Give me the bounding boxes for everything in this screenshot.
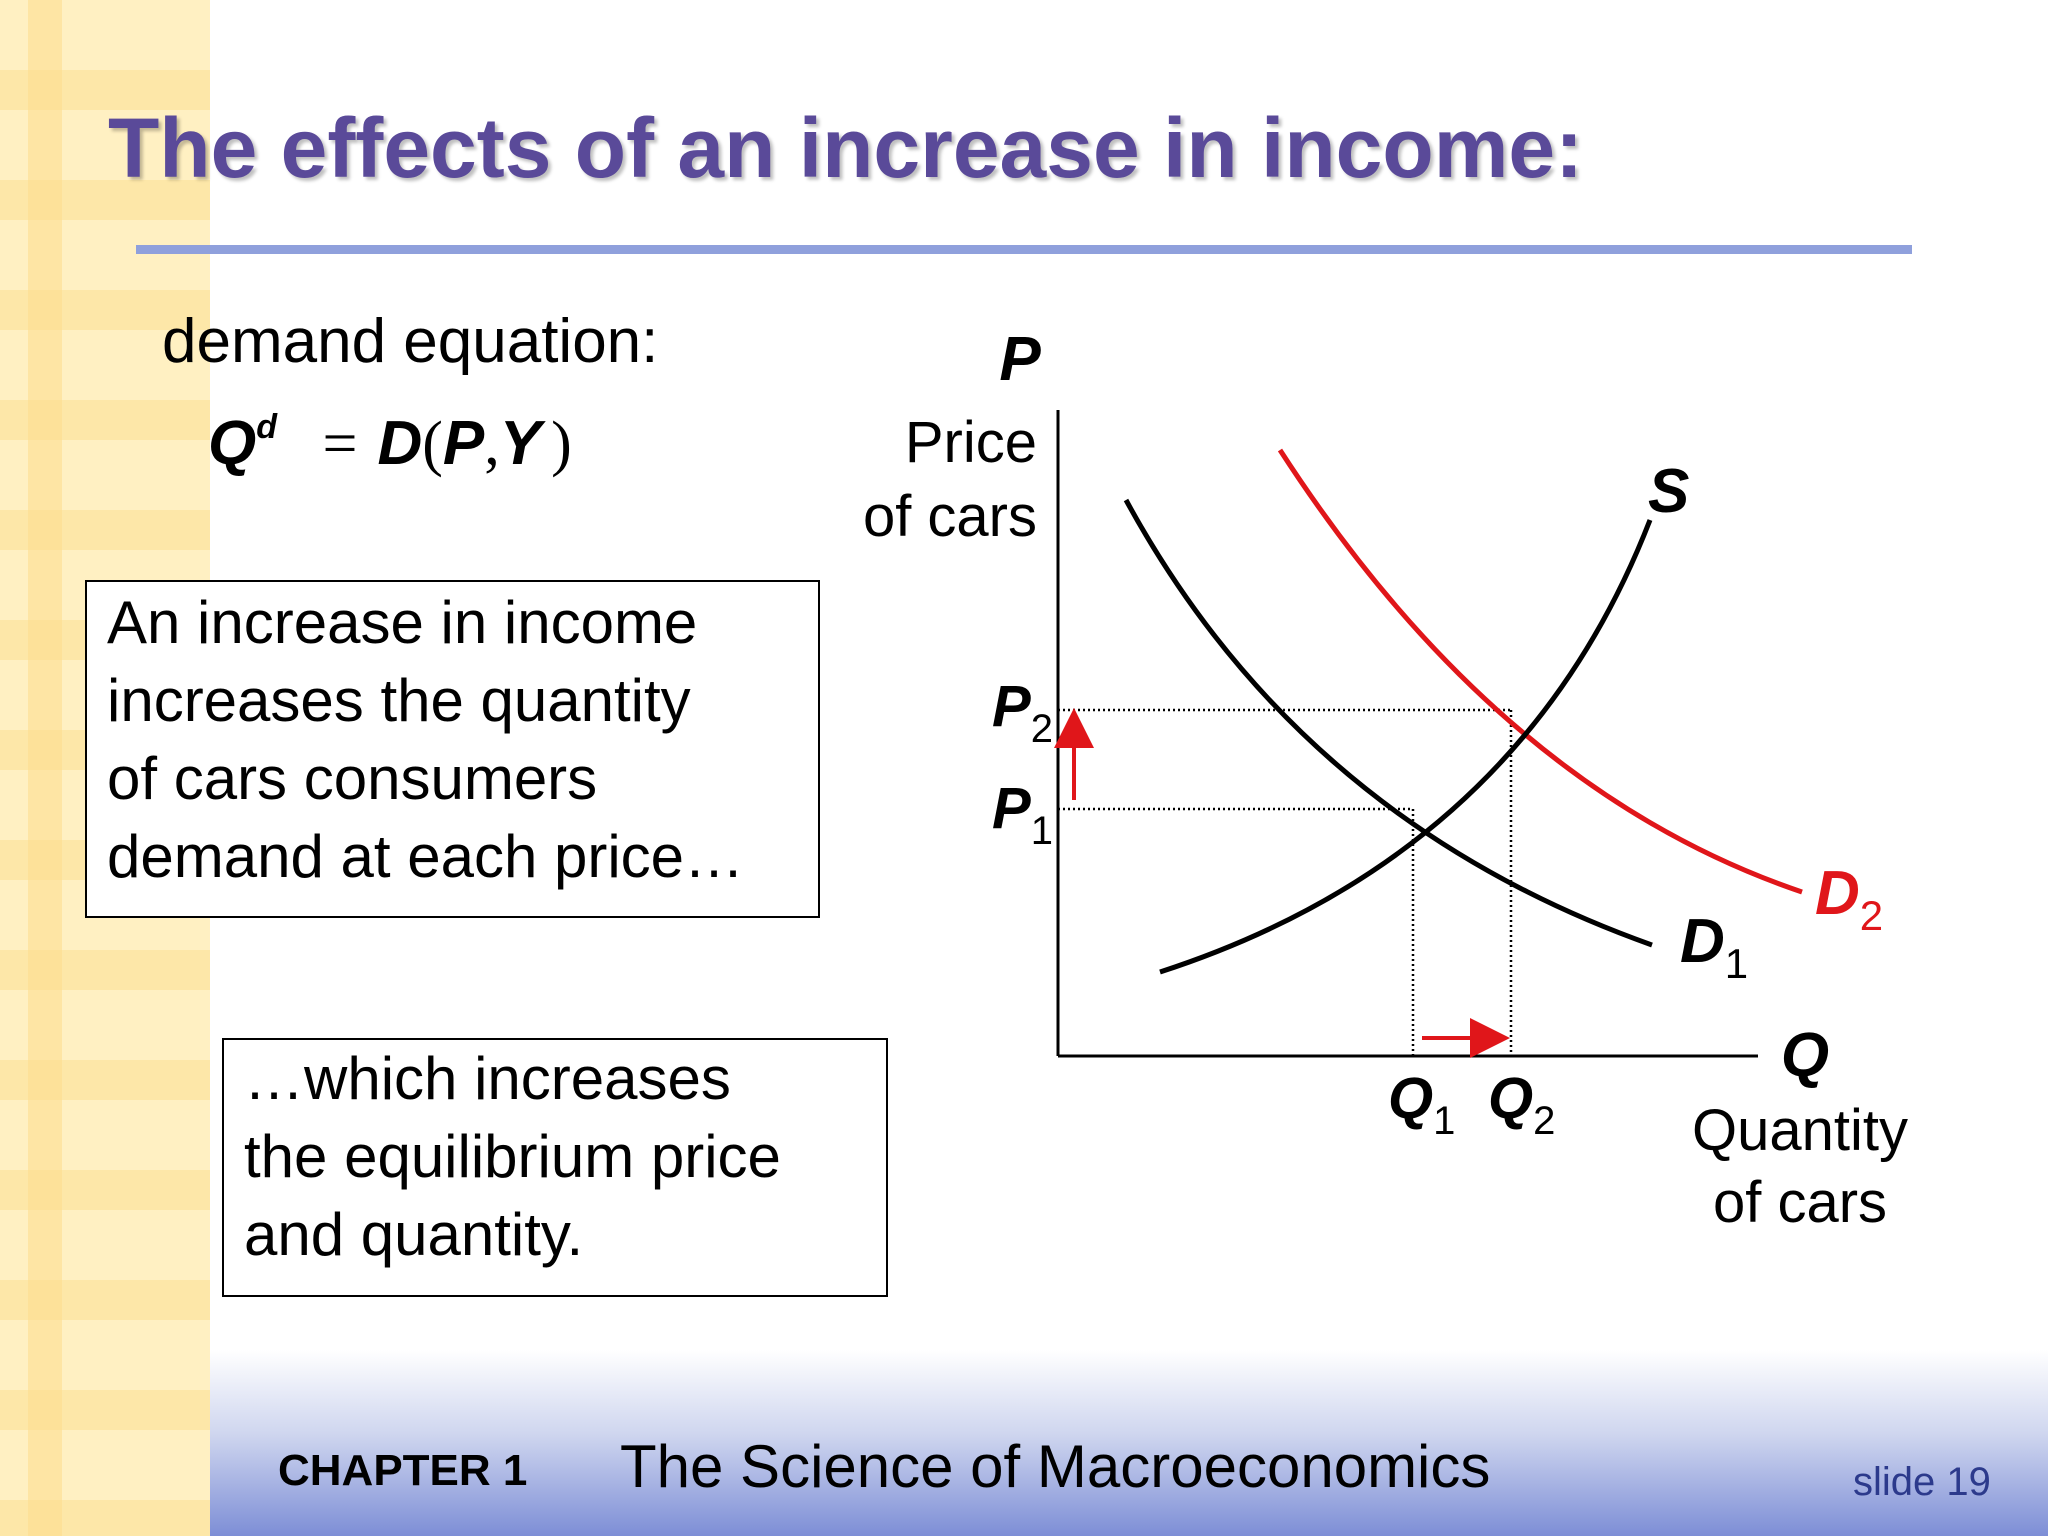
x-axis-label-line2: of cars (1713, 1170, 1887, 1235)
x-axis-symbol: Q (1781, 1021, 1829, 1090)
footer-book-title: The Science of Macroeconomics (620, 1433, 1491, 1500)
equation-superscript-d: d (256, 408, 278, 446)
y-axis-symbol: P (999, 325, 1041, 394)
demand-curve-d2 (1277, 448, 1803, 895)
equation-open-paren: ( (422, 410, 443, 478)
income-increase-textbox: An increase in income increases the quan… (85, 580, 820, 918)
slide-title: The effects of an increase in income: (108, 101, 1584, 195)
price-label-p2: P2 (992, 674, 1053, 751)
footer-band (210, 1350, 2048, 1536)
textbox-line: the equilibrium price (244, 1123, 781, 1190)
y-axis-label-line1: Price (905, 410, 1037, 475)
equation-d: D (377, 409, 423, 478)
textbox-line: …which increases (244, 1045, 731, 1112)
textbox-line: increases the quantity (107, 667, 691, 734)
textbox-line: and quantity. (244, 1201, 584, 1268)
title-underline (136, 245, 1912, 254)
price-label-p1: P1 (992, 776, 1053, 853)
equation-q: Q (208, 409, 257, 478)
equation-equals: = (322, 410, 358, 478)
equation-close-paren: ) (551, 410, 572, 478)
footer-slide-number: slide 19 (1853, 1460, 1991, 1504)
x-axis-label-line1: Quantity (1692, 1098, 1908, 1163)
supply-curve (1159, 519, 1653, 975)
demand-equation-label: demand equation: (162, 307, 659, 376)
y-axis-label-line2: of cars (863, 484, 1037, 549)
supply-curve-label: S (1648, 457, 1689, 526)
demand-curve-d1 (1123, 498, 1653, 948)
demand-curve-d2-label: D2 (1815, 859, 1883, 939)
equation-y: Y (499, 409, 542, 478)
footer-chapter: CHAPTER 1 (278, 1446, 528, 1495)
equation-p: P (442, 409, 485, 478)
demand-equation: Qd = D(P,Y) (208, 408, 572, 480)
demand-curve-d1-label: D1 (1680, 907, 1748, 987)
equilibrium-textbox: …which increases the equilibrium price a… (222, 1038, 888, 1297)
textbox-line: demand at each price… (107, 823, 745, 890)
textbox-line: of cars consumers (107, 745, 598, 812)
quantity-label-q1: Q1 (1388, 1066, 1455, 1143)
equation-comma: , (484, 410, 500, 478)
textbox-line: An increase in income (107, 589, 698, 656)
quantity-label-q2: Q2 (1488, 1066, 1555, 1143)
guide-lines (1058, 708, 1513, 1056)
